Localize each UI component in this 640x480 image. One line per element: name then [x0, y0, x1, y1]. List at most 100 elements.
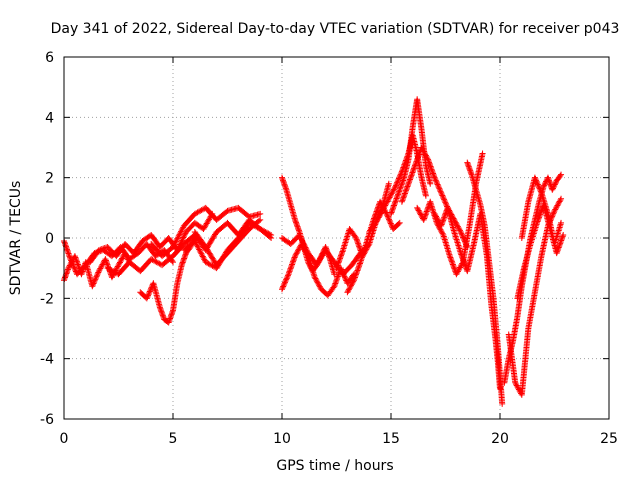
data-point	[396, 174, 403, 181]
data-point	[428, 166, 435, 173]
data-point	[355, 241, 362, 248]
data-point	[97, 265, 104, 272]
data-point	[338, 252, 345, 259]
data-point	[390, 187, 397, 194]
data-point	[554, 248, 561, 255]
data-point	[425, 157, 432, 164]
data-point	[398, 198, 405, 205]
data-point	[177, 229, 184, 236]
data-point	[533, 178, 540, 185]
data-point	[422, 151, 429, 158]
data-point	[447, 255, 454, 262]
data-point	[95, 269, 102, 276]
data-point	[394, 178, 401, 185]
data-point	[420, 216, 427, 223]
data-point	[179, 237, 186, 244]
data-point	[479, 150, 486, 157]
x-tick-label: 15	[382, 431, 400, 447]
data-point	[174, 235, 181, 242]
data-point	[98, 264, 105, 271]
data-point	[458, 251, 465, 258]
data-point	[336, 258, 343, 265]
data-point	[313, 276, 320, 283]
data-point	[408, 172, 415, 179]
data-point	[456, 226, 463, 233]
data-point	[281, 280, 288, 287]
data-point	[382, 201, 389, 208]
data-point	[389, 189, 396, 196]
data-point	[331, 281, 338, 288]
data-point	[414, 155, 421, 162]
data-point	[514, 383, 521, 390]
data-point	[102, 257, 109, 264]
data-point	[62, 240, 69, 247]
data-point	[398, 183, 405, 190]
data-point	[558, 171, 565, 178]
data-point	[334, 273, 341, 280]
data-point	[337, 255, 344, 262]
data-point	[65, 249, 72, 256]
data-point	[194, 243, 201, 250]
data-point	[401, 191, 408, 198]
data-point	[374, 207, 381, 214]
data-point	[392, 198, 399, 205]
data-point	[457, 264, 464, 271]
data-point	[372, 219, 379, 226]
data-point	[181, 233, 188, 240]
data-point	[294, 249, 301, 256]
data-point	[430, 171, 437, 178]
data-point	[447, 254, 454, 261]
data-point	[557, 238, 564, 245]
plot-frame	[63, 56, 610, 420]
data-point	[410, 166, 417, 173]
data-point	[71, 265, 78, 272]
data-point	[448, 257, 455, 264]
data-point	[179, 225, 186, 232]
data-point	[339, 249, 346, 256]
data-point	[377, 210, 384, 217]
data-point	[196, 247, 203, 254]
data-point	[266, 231, 273, 238]
data-point	[100, 245, 107, 252]
data-point	[170, 244, 176, 251]
data-point	[390, 186, 397, 193]
data-point	[384, 213, 391, 220]
data-point	[415, 207, 422, 214]
data-point	[537, 188, 544, 195]
data-point	[350, 278, 357, 285]
data-point	[405, 179, 412, 186]
data-point	[421, 149, 428, 156]
data-point	[558, 195, 565, 202]
data-point	[533, 177, 540, 184]
data-point	[67, 254, 74, 261]
data-point	[311, 274, 318, 281]
data-point	[535, 182, 542, 189]
data-point	[349, 279, 356, 286]
data-point	[63, 244, 70, 251]
data-point	[335, 272, 342, 279]
data-point	[558, 236, 565, 243]
data-point	[181, 231, 188, 238]
data-point	[345, 287, 352, 294]
data-point	[177, 228, 184, 235]
data-point	[392, 182, 399, 189]
data-point	[118, 256, 125, 263]
data-point	[375, 214, 382, 221]
data-point	[457, 227, 464, 234]
data-point	[335, 259, 342, 266]
data-point	[551, 181, 558, 188]
data-point	[449, 261, 456, 268]
data-point	[388, 191, 394, 198]
data-point	[401, 190, 408, 197]
data-point	[301, 243, 308, 250]
data-point	[291, 255, 298, 262]
data-point	[427, 180, 434, 187]
data-point	[394, 194, 401, 201]
data-point	[354, 237, 361, 244]
data-point	[351, 274, 358, 281]
data-point	[434, 216, 441, 223]
data-point	[405, 180, 412, 187]
data-point	[427, 163, 434, 170]
data-point	[389, 208, 396, 215]
data-point	[388, 190, 395, 197]
